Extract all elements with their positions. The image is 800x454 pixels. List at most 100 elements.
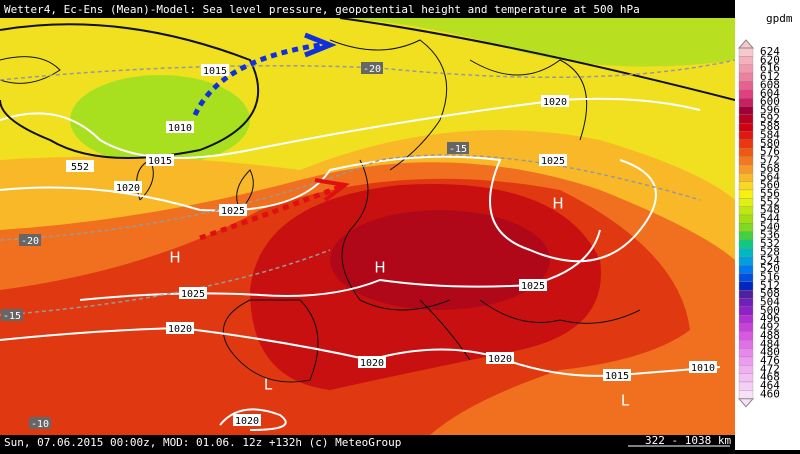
label-box [361,62,383,74]
label-text: 1020 [168,324,192,335]
legend-level: 520 [760,262,780,275]
legend-level: 464 [760,379,780,392]
legend-swatch [738,315,754,324]
legend-swatch [738,64,754,74]
legend-level: 564 [760,170,780,183]
low-marker: L [264,376,273,394]
label-text: 1010 [691,363,715,374]
label-text: 1025 [541,156,565,167]
legend-level: 584 [760,129,780,142]
legend-level: 516 [760,270,780,283]
legend-swatch [738,164,754,174]
legend-unit: gpdm [766,12,793,25]
field [0,18,735,67]
label-box [166,322,194,334]
legend-level: 592 [760,112,780,125]
legend-swatch [738,331,754,341]
center-marker: H [374,259,385,277]
legend-swatch [738,181,754,191]
legend-swatch [738,231,754,241]
legend-level: 500 [760,304,780,317]
label-text: 1020 [235,416,259,427]
isobar [219,408,287,431]
flow-arrow [199,182,346,241]
legend-level: 544 [760,212,780,225]
label-text: 1020 [488,354,512,365]
label-text: -15 [3,311,21,322]
legend-level: 572 [760,154,780,167]
legend-swatch [738,323,754,333]
label-box [219,204,247,216]
label-text: 552 [71,162,89,173]
legend-level: 548 [760,204,780,217]
legend-level: 488 [760,329,780,342]
isobar-label: 552 [66,160,94,173]
label-box [486,352,514,364]
label-text: -20 [21,236,39,247]
legend-swatch [738,47,754,57]
isobar-label: 1020 [233,414,261,427]
legend-swatch [738,248,754,257]
label-box [146,154,174,166]
legend-level: 556 [760,187,780,200]
label-box [166,121,194,133]
label-box [233,414,261,426]
isobar-label: 1020 [166,322,194,335]
isobar-label: 1020 [114,181,142,194]
legend-level: 468 [760,371,780,384]
legend-swatch [738,281,754,291]
legend-level: 472 [760,362,780,375]
isobar-label: 1010 [689,361,717,374]
legend-level: 504 [760,296,780,309]
label-box [114,181,142,193]
temp-label: -10 [29,417,51,430]
legend-level: 624 [760,45,780,58]
isobar [0,97,701,159]
label-text: -20 [363,64,381,75]
legend-level: 536 [760,229,780,242]
legend-arrow [737,39,755,49]
legend-swatch [738,72,754,82]
label-text: 1015 [203,66,227,77]
legend-swatch [738,114,754,124]
high-marker: H [169,249,180,267]
label-text: 1020 [360,358,384,369]
legend-level: 512 [760,279,780,292]
temp-label: -20 [361,62,383,75]
label-text: 1025 [221,206,245,217]
isobar-label: 1025 [219,204,247,217]
legend-swatch [738,373,754,383]
isobar-label: 1020 [541,95,569,108]
label-text: 1015 [148,156,172,167]
label-box [603,369,631,381]
legend-swatch [738,365,754,374]
label-box [29,417,51,429]
label-box [1,309,23,321]
legend-level: 496 [760,312,780,325]
footer-text: Sun, 07.06.2015 00:00z, MOD: 01.06. 12z … [4,436,401,449]
label-box [19,234,41,246]
label-box [447,142,469,154]
footer-bar [0,435,735,450]
legend-swatch [738,306,754,316]
legend-swatch [738,156,754,166]
label-text: -15 [449,144,467,155]
legend-level: 492 [760,321,780,334]
legend-swatch [738,289,754,299]
isobar-label: 1020 [358,356,386,369]
label-text: 1010 [168,123,192,134]
flow-arrow-head [304,32,337,58]
legend-swatch [738,139,754,149]
label-text: 1015 [605,371,629,382]
legend-swatch [738,189,754,199]
legend-swatch [738,256,754,266]
legend-swatch [738,381,754,391]
temp-label: -20 [19,234,41,247]
isobar-label: 1015 [146,154,174,167]
map-area [0,18,735,435]
legend-swatch [738,390,754,399]
label-box [201,64,229,76]
label-box [179,287,207,299]
low-marker: L [621,392,630,410]
label-text: 1025 [521,281,545,292]
